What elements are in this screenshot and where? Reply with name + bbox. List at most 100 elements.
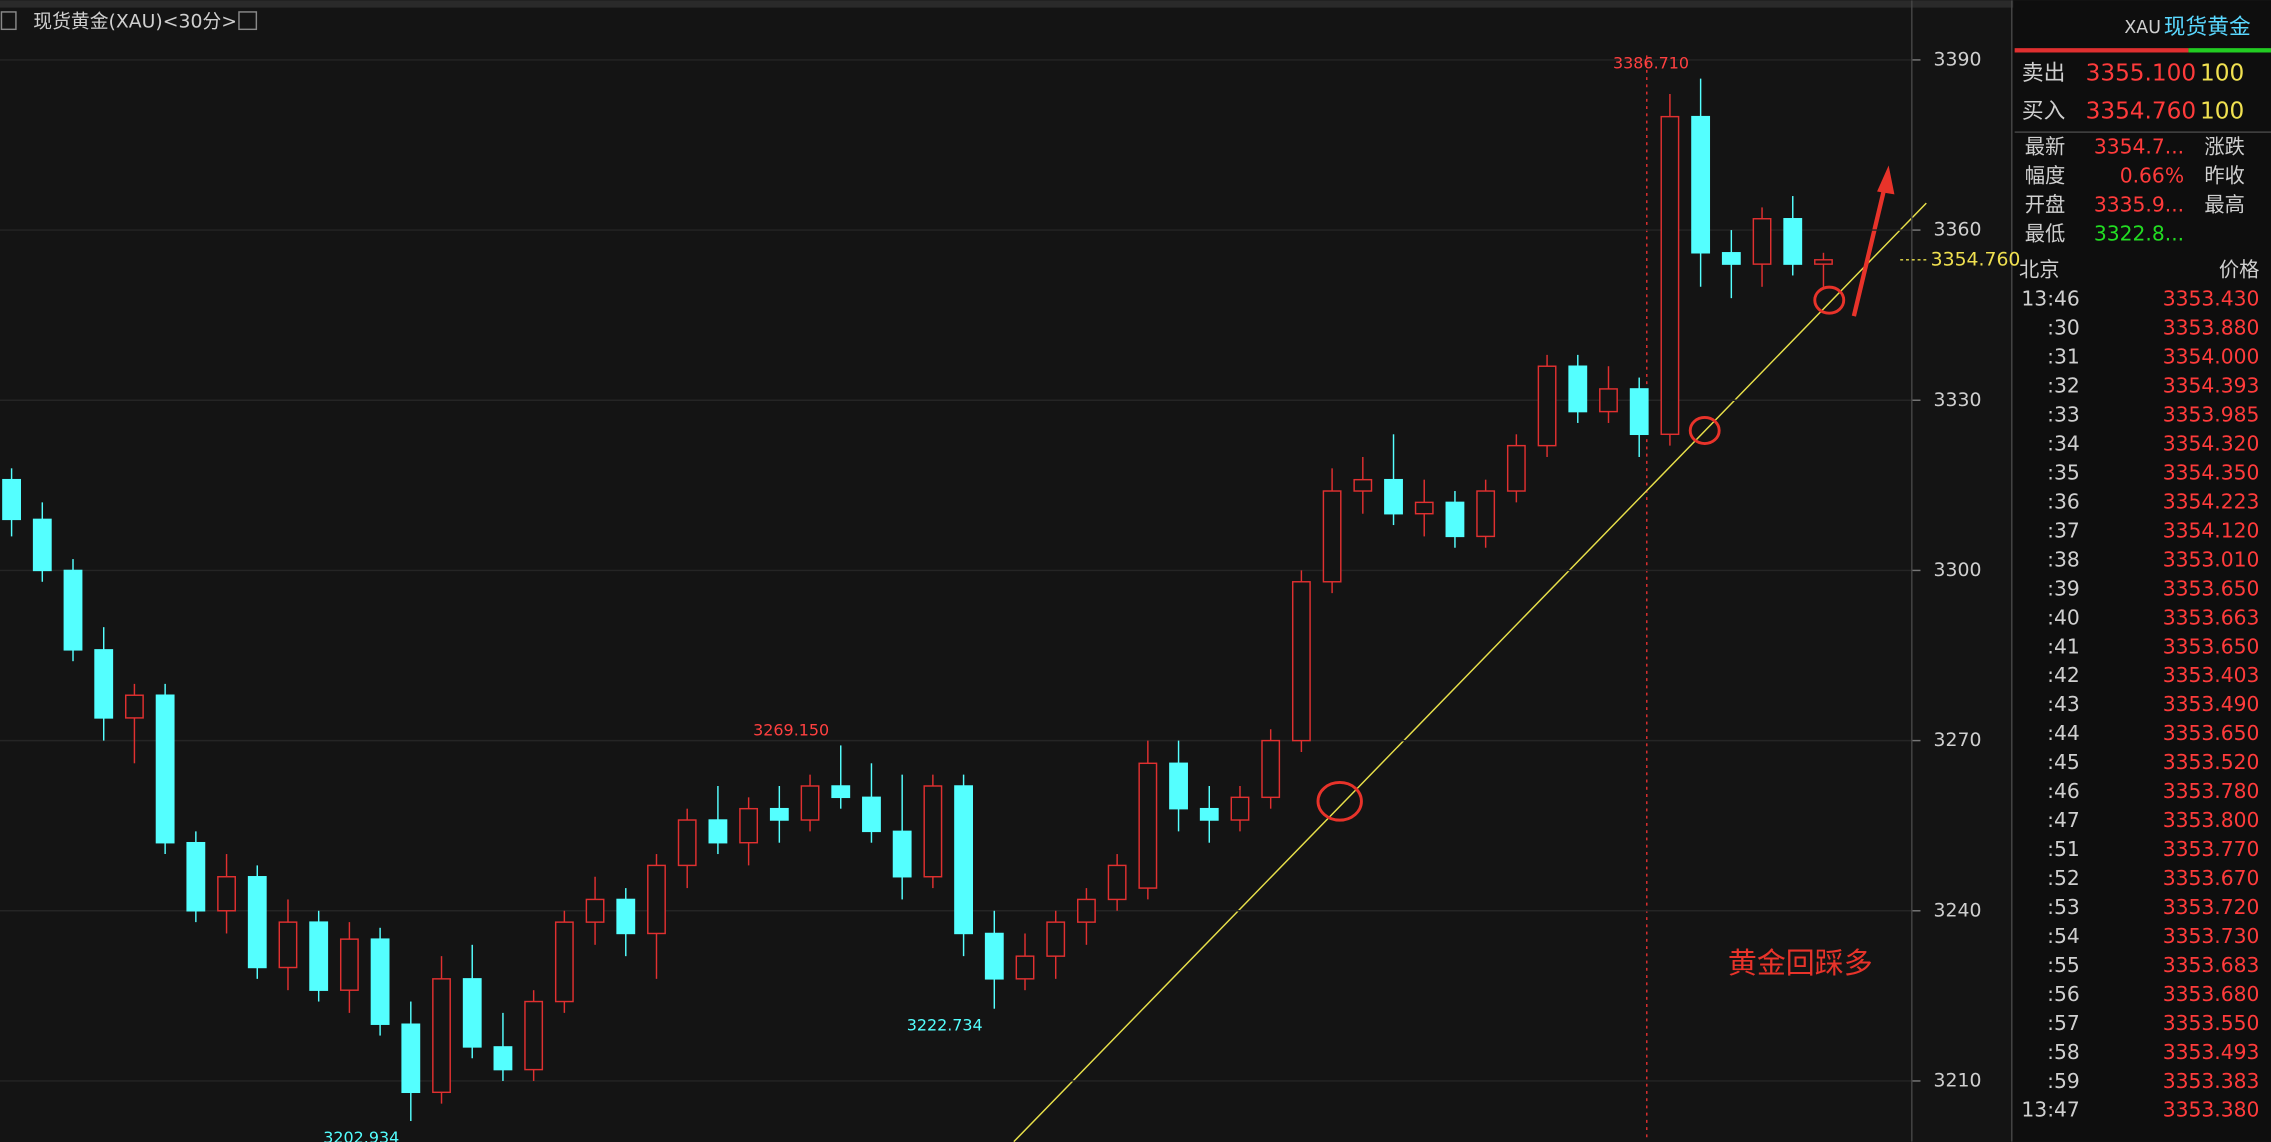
arrow-head bbox=[1877, 165, 1895, 195]
touch-circle bbox=[1688, 416, 1721, 445]
quote-panel bbox=[2013, 0, 2271, 1142]
quote-price: 3354.760 bbox=[2086, 97, 2197, 124]
chart-header: 现货黄金(XAU)<30分> bbox=[33, 11, 237, 33]
tick-time: :45 bbox=[2047, 750, 2080, 774]
quote-volume: 100 bbox=[2200, 97, 2244, 124]
arrow-shaft bbox=[1851, 188, 1887, 317]
y-tick-label: 3210 bbox=[1934, 1070, 1982, 1091]
candle-body bbox=[1537, 365, 1557, 447]
tick-price: 3353.770 bbox=[2163, 837, 2260, 861]
tick-price: 3353.880 bbox=[2163, 316, 2260, 340]
candle-body bbox=[1599, 388, 1618, 413]
candle-body bbox=[1506, 444, 1526, 492]
candle-body bbox=[401, 1023, 421, 1094]
tick-time: :41 bbox=[2047, 634, 2080, 658]
tick-time: :39 bbox=[2047, 576, 2080, 600]
tick-price: 3354.393 bbox=[2163, 374, 2260, 398]
panel-bar-red bbox=[2014, 48, 2189, 53]
candle-body bbox=[923, 785, 943, 878]
y-tick-label: 3390 bbox=[1934, 49, 1982, 70]
tick-time: :34 bbox=[2047, 431, 2080, 455]
tick-time: :52 bbox=[2047, 866, 2080, 890]
stat-extra: 最高 bbox=[2204, 193, 2245, 217]
tick-price: 3353.670 bbox=[2163, 866, 2260, 890]
extreme-label: 3269.150 bbox=[753, 720, 829, 739]
menu-button[interactable] bbox=[0, 11, 17, 31]
candle-body bbox=[1291, 581, 1311, 742]
quote-price: 3355.100 bbox=[2086, 60, 2197, 87]
period-dropdown[interactable] bbox=[238, 11, 258, 31]
candle-body bbox=[1721, 252, 1741, 265]
tick-time: :47 bbox=[2047, 808, 2080, 832]
candle-body bbox=[1107, 864, 1127, 901]
candle-body bbox=[831, 785, 851, 799]
candle-body bbox=[1261, 739, 1281, 799]
stat-extra: 涨跌 bbox=[2204, 135, 2245, 159]
tick-time: :38 bbox=[2047, 547, 2080, 571]
candle-body bbox=[769, 807, 789, 821]
tick-time: :30 bbox=[2047, 316, 2080, 340]
candle-body bbox=[554, 921, 574, 1003]
tick-time: :53 bbox=[2047, 895, 2080, 919]
tick-price: 3353.683 bbox=[2163, 953, 2260, 977]
tick-price: 3353.403 bbox=[2163, 663, 2260, 687]
candle-body bbox=[94, 649, 114, 719]
candle-body bbox=[217, 876, 236, 912]
candle-body bbox=[524, 1000, 544, 1071]
candle-body bbox=[462, 978, 482, 1048]
extreme-label: 3202.934 bbox=[323, 1128, 399, 1142]
tick-price: 3353.985 bbox=[2163, 403, 2260, 427]
tick-price: 3354.223 bbox=[2163, 489, 2260, 513]
tick-price: 3353.800 bbox=[2163, 808, 2260, 832]
tick-time: 13:46 bbox=[2021, 287, 2079, 311]
tick-time: :57 bbox=[2047, 1011, 2080, 1035]
candle-body bbox=[1046, 921, 1066, 957]
candle-body bbox=[708, 819, 728, 844]
y-tick-label: 3270 bbox=[1934, 730, 1982, 751]
candle-body bbox=[1629, 388, 1649, 436]
tick-price: 3353.663 bbox=[2163, 605, 2260, 629]
tick-price: 3353.680 bbox=[2163, 982, 2260, 1006]
tick-price: 3354.120 bbox=[2163, 518, 2260, 542]
stat-label: 开盘 bbox=[2025, 193, 2066, 217]
top-toolbar bbox=[0, 0, 2271, 8]
annotation-text: 黄金回踩多 bbox=[1728, 946, 1873, 980]
tick-price: 3353.430 bbox=[2163, 287, 2260, 311]
candle-body bbox=[63, 569, 83, 651]
candle-body bbox=[432, 978, 451, 1094]
candle-body bbox=[739, 807, 759, 844]
candle-body bbox=[309, 921, 329, 991]
candle-body bbox=[677, 819, 697, 867]
candle-body bbox=[370, 938, 390, 1025]
tick-time: :56 bbox=[2047, 982, 2080, 1006]
quote-volume: 100 bbox=[2200, 60, 2244, 87]
candle-body bbox=[1660, 115, 1680, 436]
stat-value: 3354.7... bbox=[2094, 135, 2184, 159]
candle-body bbox=[1199, 807, 1219, 821]
candle-body bbox=[892, 830, 912, 878]
tick-time: 13:47 bbox=[2021, 1098, 2079, 1122]
tick-price: 3353.650 bbox=[2163, 576, 2260, 600]
tick-time: :43 bbox=[2047, 692, 2080, 716]
tick-time: :58 bbox=[2047, 1040, 2080, 1064]
tick-time: :31 bbox=[2047, 345, 2080, 369]
panel-name: 现货黄金 bbox=[2164, 15, 2251, 40]
candle-body bbox=[1752, 218, 1772, 265]
tick-price: 3353.380 bbox=[2163, 1098, 2260, 1122]
candle-body bbox=[339, 938, 359, 991]
candle-body bbox=[647, 864, 666, 935]
stat-value: 3335.9... bbox=[2094, 193, 2184, 217]
tick-time: :59 bbox=[2047, 1069, 2080, 1093]
quote-label: 买入 bbox=[2022, 99, 2065, 124]
panel-bar-green bbox=[2188, 48, 2271, 53]
candle-body bbox=[1568, 365, 1588, 413]
extreme-label: 3222.734 bbox=[907, 1016, 983, 1035]
candle-body bbox=[1230, 796, 1250, 821]
panel-code: XAU bbox=[2124, 18, 2161, 38]
quote-label: 卖出 bbox=[2022, 61, 2065, 86]
tick-price: 3353.490 bbox=[2163, 692, 2260, 716]
touch-circle bbox=[1813, 285, 1846, 315]
candle-body bbox=[2, 478, 22, 521]
